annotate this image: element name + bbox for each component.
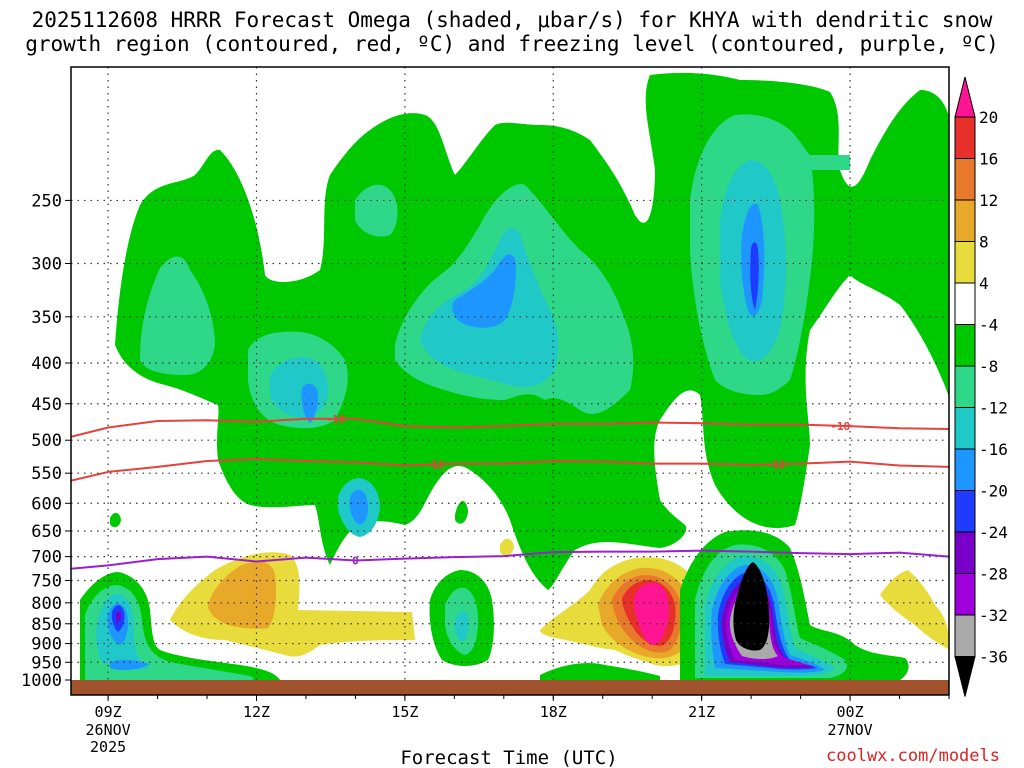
- plot-frame: [70, 66, 950, 696]
- y-tick-label: 950: [31, 653, 62, 673]
- colorbar-label: 20: [979, 108, 998, 127]
- dendritic-contour-minus18-label: -18: [326, 413, 346, 426]
- omega-region-teal-left: [140, 256, 215, 375]
- omega-region-pink-center: [633, 583, 669, 645]
- omega-region-blue-lower-left: [349, 489, 368, 525]
- y-tick-label: 500: [31, 431, 62, 451]
- chart-title-line1: 2025112608 HRRR Forecast Omega (shaded, …: [31, 8, 993, 32]
- x-axis-title: Forecast Time (UTC): [400, 747, 617, 768]
- y-axis: 2503003504004505005506006507007508008509…: [21, 191, 71, 691]
- dendritic-contour-minus18: [71, 417, 949, 438]
- dendritic-contour-minus12: [71, 458, 949, 482]
- y-tick-label: 450: [31, 395, 62, 415]
- y-tick-label: 350: [31, 308, 62, 328]
- y-tick-label: 300: [31, 254, 62, 274]
- colorbar-label: -16: [979, 440, 1008, 459]
- omega-shading: [80, 72, 949, 680]
- colorbar-label: -4: [979, 316, 998, 335]
- y-tick-label: 1000: [21, 671, 62, 691]
- y-tick-label: 650: [31, 522, 62, 542]
- omega-region-orange-left: [208, 561, 277, 629]
- colorbar-label: 8: [979, 233, 989, 252]
- colorbar-segment: [954, 324, 976, 367]
- colorbar-segment: [954, 573, 976, 616]
- omega-region-teal-upper-center: [355, 184, 398, 237]
- colorbar-label: -20: [979, 482, 1008, 501]
- x-tick-date-label: 2025: [90, 738, 126, 756]
- colorbar-label: 12: [979, 191, 998, 210]
- x-tick-label: 12Z: [243, 703, 270, 721]
- chart-contours: -18 -18 -12 -12 0: [71, 413, 949, 570]
- y-tick-label: 550: [31, 464, 62, 484]
- colorbar-segment: [954, 448, 976, 491]
- colorbar-label: 16: [979, 150, 998, 169]
- y-tick-label: 800: [31, 594, 62, 614]
- x-tick-date-label: 27NOV: [827, 721, 872, 739]
- colorbar: 20 16 12 8 4 -4 -8 -12 -16 -20 -24 -28 -32 -36: [954, 76, 1008, 697]
- dendritic-contour-minus18-label: -18: [830, 420, 850, 433]
- y-tick-label: 600: [31, 494, 62, 514]
- colorbar-segment: [954, 365, 976, 408]
- x-tick-label: 09Z: [95, 703, 122, 721]
- y-tick-label: 850: [31, 615, 62, 635]
- x-tick-label: 21Z: [688, 703, 715, 721]
- colorbar-label: -8: [979, 357, 998, 376]
- colorbar-label: -32: [979, 606, 1008, 625]
- colorbar-segment: [954, 282, 976, 325]
- colorbar-label: -36: [979, 648, 1008, 667]
- y-tick-label: 400: [31, 354, 62, 374]
- colorbar-label: -12: [979, 399, 1008, 418]
- colorbar-segment: [954, 241, 976, 284]
- omega-region-black-lower-right: [733, 562, 770, 651]
- y-tick-label: 750: [31, 571, 62, 591]
- y-tick-label: 250: [31, 191, 62, 211]
- omega-region-green-bottom-mid: [540, 663, 660, 680]
- freezing-level-contour: [71, 549, 949, 570]
- colorbar-label: 4: [979, 274, 989, 293]
- freezing-level-contour-label: 0: [352, 555, 359, 568]
- colorbar-segment: [954, 531, 976, 574]
- colorbar-segment: [954, 407, 976, 450]
- x-tick-label: 00Z: [837, 703, 864, 721]
- colorbar-segment: [954, 199, 976, 242]
- colorbar-segment: [954, 76, 976, 118]
- colorbar-segment: [954, 116, 976, 159]
- omega-region-yellow-right: [880, 570, 949, 650]
- chart-title-line2: growth region (contoured, red, ºC) and f…: [25, 32, 999, 56]
- omega-region-purple-lower-left: [116, 611, 121, 622]
- omega-region-cyan-bottom-left: [110, 659, 150, 671]
- chart-grid: [71, 67, 949, 680]
- colorbar-segment: [954, 490, 976, 533]
- omega-region-green-dot-a: [110, 512, 121, 528]
- omega-region-blue-center: [452, 254, 516, 328]
- colorbar-segment: [954, 158, 976, 201]
- dendritic-contour-minus12-label: -12: [425, 458, 445, 471]
- x-tick-label: 15Z: [391, 703, 418, 721]
- colorbar-segment: [954, 614, 976, 657]
- ground-surface: [71, 680, 949, 695]
- omega-region-cyan-lower-center: [454, 611, 469, 642]
- dendritic-contour-minus12-label: -12: [766, 458, 786, 471]
- colorbar-label: -28: [979, 565, 1008, 584]
- colorbar-label: -24: [979, 523, 1008, 542]
- y-tick-label: 900: [31, 635, 62, 655]
- omega-region-yellow-dot: [500, 538, 514, 557]
- omega-region-green-dot-b: [455, 500, 468, 524]
- omega-region-yellow-left: [170, 552, 415, 657]
- x-tick-label: 18Z: [540, 703, 567, 721]
- y-tick-label: 700: [31, 548, 62, 568]
- x-tick-date-label: 26NOV: [86, 721, 131, 739]
- omega-region-darkblue-right: [750, 242, 759, 310]
- source-credit: coolwx.com/models: [826, 746, 1000, 766]
- omega-region-blue-mid-left: [301, 383, 318, 423]
- colorbar-segment: [954, 656, 976, 697]
